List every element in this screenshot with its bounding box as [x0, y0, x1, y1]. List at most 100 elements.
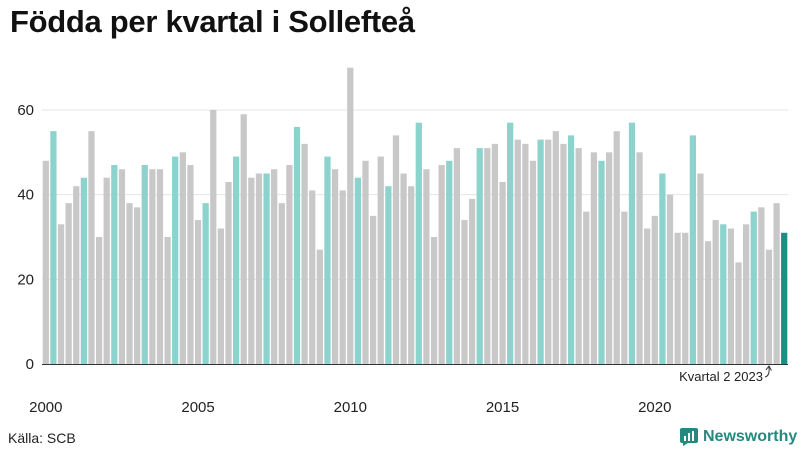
bar: [271, 169, 278, 364]
bar: [720, 224, 727, 364]
bar: [476, 148, 483, 364]
bar: [522, 143, 529, 364]
bar: [339, 190, 346, 364]
bar: [598, 160, 605, 364]
bar: [575, 148, 582, 364]
bar: [111, 165, 118, 364]
bar: [57, 224, 65, 364]
x-axis-ticks: 2000 2005 2010 2015 2020: [29, 399, 671, 416]
brand-name: Newsworthy: [703, 428, 798, 445]
bar: [773, 203, 780, 364]
bar: [666, 194, 674, 364]
bar: [263, 173, 270, 364]
bar: [88, 131, 95, 364]
bar: [118, 169, 126, 364]
bar: [567, 135, 575, 364]
bar: [514, 139, 521, 364]
bar: [316, 249, 323, 364]
annotation-label: Kvartal 2 2023: [679, 369, 763, 384]
bar: [560, 143, 567, 364]
bar: [347, 67, 354, 365]
bar: [438, 165, 445, 364]
bar: [42, 160, 49, 364]
bar: [423, 169, 430, 364]
chart-title: Födda per kvartal i Sollefteå: [10, 4, 415, 39]
bar: [50, 131, 57, 364]
bar: [95, 237, 103, 364]
y-axis-ticks: 0 20 40 60: [17, 102, 34, 373]
bar: [141, 165, 148, 364]
bar: [179, 152, 186, 364]
bar: [354, 177, 362, 364]
bar: [628, 122, 636, 364]
bar: [172, 156, 179, 364]
bar: [682, 232, 689, 364]
x-tick-label: 2005: [181, 399, 214, 416]
annotation-arrow: [764, 365, 772, 378]
bar: [400, 173, 407, 364]
bar: [758, 207, 765, 364]
bar: [377, 156, 384, 364]
x-tick-label: 2020: [638, 399, 671, 416]
bar: [590, 152, 598, 364]
bar: [293, 126, 301, 365]
bar: [430, 237, 438, 364]
y-tick-label: 0: [26, 356, 34, 373]
bar: [651, 215, 658, 364]
bar: [202, 203, 209, 364]
bar: [187, 165, 194, 364]
bar: [537, 139, 544, 364]
bar: [529, 160, 537, 364]
bar: [164, 237, 171, 364]
x-tick-label: 2000: [29, 399, 62, 416]
bar: [385, 186, 392, 364]
bar: [210, 110, 217, 364]
bar: [194, 220, 202, 364]
bar: [605, 152, 613, 364]
bar: [484, 148, 491, 364]
bar: [126, 203, 133, 364]
bar: [225, 181, 232, 364]
bar: [712, 220, 719, 364]
bar: [408, 186, 415, 364]
bar: [240, 114, 247, 364]
bar: [689, 135, 696, 364]
bar: [468, 198, 476, 364]
newsworthy-logo-icon: [680, 428, 698, 446]
bar: [80, 177, 87, 364]
bar: [415, 122, 422, 364]
bar: [217, 228, 225, 364]
bar: [613, 131, 620, 364]
bar: [65, 203, 72, 364]
bar: [704, 241, 712, 364]
bar: [743, 224, 750, 364]
bar: [248, 177, 255, 364]
bar: [659, 173, 666, 364]
bar: [156, 169, 164, 364]
bar: [134, 207, 141, 364]
bar: [727, 228, 735, 364]
bar: [461, 220, 468, 364]
y-tick-label: 20: [17, 271, 34, 288]
bar: [446, 160, 453, 364]
bar: [491, 143, 499, 364]
bar: [735, 262, 742, 364]
bar: [255, 173, 263, 364]
bar: [103, 177, 110, 364]
bar: [73, 186, 80, 364]
bar: [621, 211, 628, 364]
x-tick-label: 2015: [486, 399, 519, 416]
source-label: Källa: SCB: [8, 430, 76, 446]
bar: [278, 203, 285, 364]
bar: [331, 169, 339, 364]
bar: [309, 190, 316, 364]
bar: [636, 152, 643, 364]
bar: [644, 228, 651, 364]
bar: [552, 131, 559, 364]
latest-annotation: Kvartal 2 2023: [679, 365, 772, 384]
bar: [750, 211, 757, 364]
x-tick-label: 2010: [334, 399, 367, 416]
bar: [453, 148, 460, 364]
bar: [781, 232, 788, 364]
